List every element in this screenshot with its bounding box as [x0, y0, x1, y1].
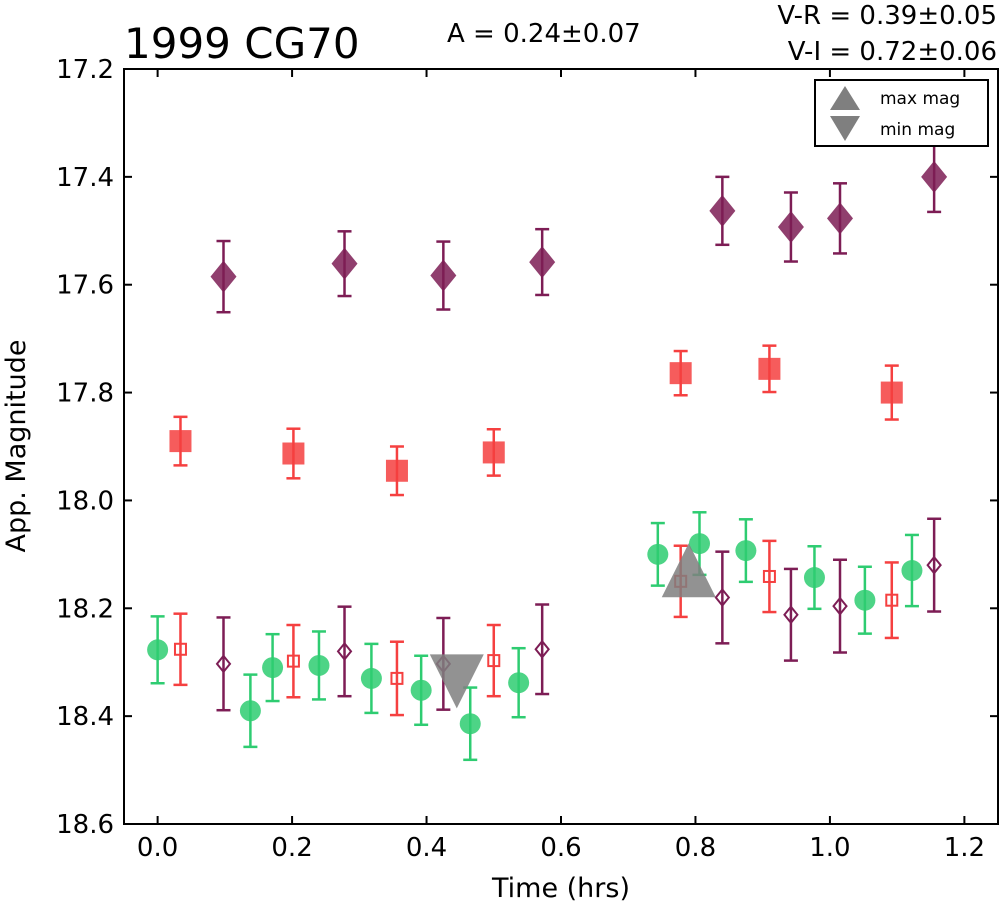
error-bar [927, 517, 942, 613]
y-tick-label: 18.4 [56, 702, 114, 732]
error-bar [762, 539, 777, 614]
legend-min-mag-triangle-icon [830, 116, 860, 141]
y-tick-label: 18.0 [56, 486, 114, 516]
x-tick-label: 0.0 [137, 833, 178, 863]
circle-point [147, 639, 169, 661]
error-bar [535, 603, 550, 696]
open-square-point [173, 642, 187, 656]
y-tick-label: 17.2 [56, 55, 114, 85]
y-tick-label: 17.6 [56, 271, 114, 301]
v-r-color-annotation: V-R = 0.39±0.05 [777, 1, 997, 31]
error-bar [173, 612, 188, 687]
chart-title: 1999 CG70 [124, 19, 360, 68]
filled-diamond-point [827, 202, 854, 235]
x-tick-label: 1.2 [944, 833, 985, 863]
legend-label-min-mag: min mag [880, 120, 955, 140]
legend: max mag min mag [814, 79, 989, 147]
open-diamond-point [832, 596, 848, 616]
circle-point [410, 679, 432, 701]
min-mag-triangle [429, 654, 484, 709]
error-bar [715, 550, 730, 645]
error-bar [389, 640, 404, 717]
error-bar [783, 567, 798, 662]
filled-square-point [282, 442, 305, 465]
filled-diamond-point [777, 211, 804, 244]
filled-diamond-point [210, 260, 237, 293]
circle-point [360, 667, 382, 689]
v-i-color-annotation: V-I = 0.72±0.06 [788, 37, 997, 67]
y-tick-label: 18.2 [56, 594, 114, 624]
circle-point [803, 567, 825, 589]
y-tick-label: 17.4 [56, 163, 114, 193]
x-tick-label: 0.2 [271, 833, 312, 863]
amplitude-annotation: A = 0.24±0.07 [447, 19, 641, 49]
x-tick-label: 0.8 [675, 833, 716, 863]
filled-diamond-point [921, 160, 948, 193]
error-bar [884, 561, 899, 640]
filled-diamond-point [430, 259, 457, 292]
open-diamond-point [534, 639, 550, 659]
data-marks [147, 140, 948, 762]
max-mag-triangle [661, 543, 716, 598]
error-bar [337, 605, 352, 698]
open-diamond-point [336, 641, 353, 662]
legend-max-mag-triangle-icon [830, 86, 860, 110]
circle-point [735, 540, 757, 562]
open-square-point [885, 593, 899, 607]
open-diamond-point [783, 605, 799, 625]
x-tick-label: 0.6 [540, 833, 581, 863]
filled-square-point [482, 441, 505, 464]
open-diamond-point [926, 555, 942, 575]
y-tick-label: 18.6 [56, 810, 114, 840]
filled-square-point [385, 459, 408, 482]
filled-square-point [169, 430, 192, 453]
legend-label-max-mag: max mag [880, 89, 960, 109]
error-bar [286, 623, 301, 699]
filled-square-point [880, 381, 903, 404]
open-square-point [487, 654, 501, 668]
error-bar [486, 623, 501, 698]
x-axis-label: Time (hrs) [491, 873, 630, 904]
open-square-point [286, 654, 300, 668]
filled-diamond-point [331, 247, 358, 280]
circle-point [688, 533, 710, 555]
error-bar [833, 558, 848, 654]
y-axis-label: App. Magnitude [1, 340, 32, 553]
circle-point [854, 589, 876, 611]
circle-point [262, 657, 284, 679]
circle-point [459, 713, 481, 735]
x-tick-label: 0.4 [406, 833, 447, 863]
open-diamond-point [215, 654, 232, 674]
filled-square-point [669, 362, 692, 385]
open-square-point [390, 671, 404, 685]
open-square-point [762, 569, 776, 583]
filled-diamond-point [529, 246, 556, 279]
circle-point [508, 672, 530, 694]
plot-frame [123, 68, 999, 825]
x-tick-label: 1.0 [809, 833, 850, 863]
error-bar [216, 616, 231, 712]
filled-square-point [758, 357, 781, 380]
circle-point [647, 543, 669, 565]
circle-point [239, 700, 261, 722]
filled-diamond-point [709, 194, 736, 227]
tick-labels: 0.0 0.2 0.4 0.6 0.8 1.0 1.2 17.2 17.4 17.6 17.8 18.… [56, 55, 985, 863]
y-tick-label: 17.8 [56, 379, 114, 409]
legend-markers [830, 86, 860, 141]
circle-point [308, 654, 330, 676]
open-diamond-point [714, 587, 731, 608]
circle-point [901, 560, 923, 582]
